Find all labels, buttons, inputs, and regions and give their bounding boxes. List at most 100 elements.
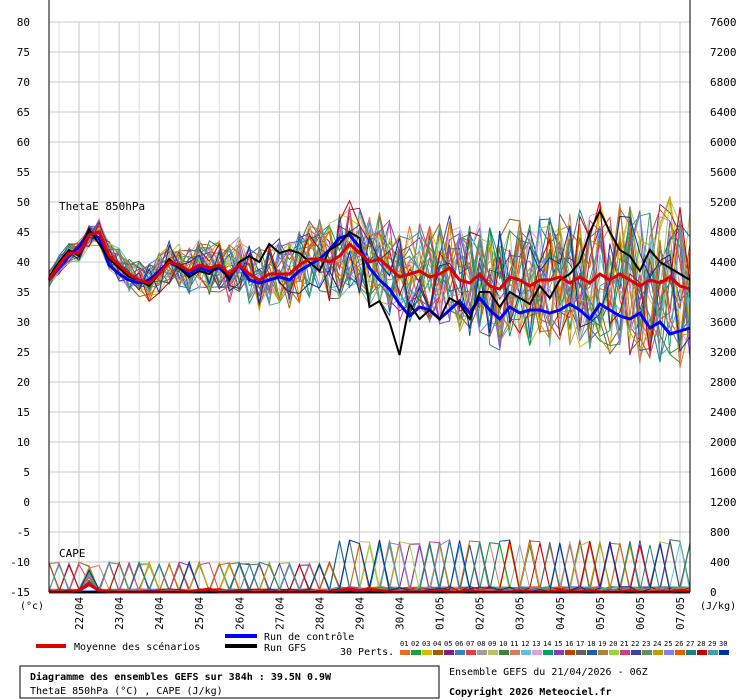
- pert-line-thetae: [48, 208, 691, 338]
- right-tick-label: 4800: [710, 226, 737, 239]
- right-tick-label: 5600: [710, 166, 737, 179]
- pert-legend-swatch: [411, 650, 421, 655]
- pert-legend-label: 01: [400, 640, 408, 648]
- pert-legend-swatch: [477, 650, 487, 655]
- pert-legend-swatch: [609, 650, 619, 655]
- left-tick-label: 20: [17, 376, 30, 389]
- pert-line-thetae: [48, 206, 691, 352]
- legend-control-label: Run de contrôle: [264, 631, 354, 643]
- pert-legend-label: 09: [488, 640, 496, 648]
- left-tick-label: 65: [17, 106, 30, 119]
- pert-legend-label: 13: [532, 640, 540, 648]
- x-tick-label: 07/05: [674, 597, 687, 630]
- pert-legend-label: 23: [642, 640, 650, 648]
- pert-legend-label: 16: [565, 640, 573, 648]
- right-unit-label: (J/kg): [700, 601, 736, 612]
- pert-legend-swatch: [488, 650, 498, 655]
- pert-legend-label: 04: [433, 640, 441, 648]
- left-tick-label: 40: [17, 256, 30, 269]
- x-tick-label: 25/04: [193, 597, 206, 630]
- left-tick-label: 55: [17, 166, 30, 179]
- pert-legend-swatch: [521, 650, 531, 655]
- pert-legend-swatch: [444, 650, 454, 655]
- pert-legend-swatch: [664, 650, 674, 655]
- chart-title: Diagramme des ensembles GEFS sur 384h : …: [30, 671, 332, 683]
- right-tick-label: 0: [710, 586, 717, 599]
- pert-line-thetae: [48, 215, 691, 353]
- x-tick-label: 04/05: [554, 597, 567, 630]
- pert-legend-label: 17: [576, 640, 584, 648]
- pert-legend-label: 10: [499, 640, 507, 648]
- left-tick-label: -5: [17, 526, 30, 539]
- left-tick-label: -15: [10, 586, 30, 599]
- right-tick-label: 5200: [710, 196, 737, 209]
- pert-legend-label: 22: [631, 640, 639, 648]
- right-tick-label: 4000: [710, 286, 737, 299]
- left-tick-label: 45: [17, 226, 30, 239]
- pert-legend-label: 15: [554, 640, 562, 648]
- right-tick-label: 1200: [710, 496, 737, 509]
- left-tick-label: 5: [23, 466, 30, 479]
- right-tick-label: 3600: [710, 316, 737, 329]
- pert-legend-label: 14: [543, 640, 551, 648]
- pert-line-cape: [48, 539, 691, 593]
- pert-legend-swatch: [400, 650, 410, 655]
- right-tick-label: 1600: [710, 466, 737, 479]
- x-tick-label: 26/04: [233, 597, 246, 630]
- legend-perts-label: 30 Perts.: [340, 647, 394, 658]
- x-tick-label: 05/05: [594, 597, 607, 630]
- left-tick-label: 25: [17, 346, 30, 359]
- pert-line-thetae: [48, 213, 691, 345]
- pert-legend-label: 08: [477, 640, 485, 648]
- pert-legend-swatch: [433, 650, 443, 655]
- x-tick-label: 01/05: [434, 597, 447, 630]
- left-tick-label: 35: [17, 286, 30, 299]
- pert-legend-swatch: [598, 650, 608, 655]
- left-tick-label: 10: [17, 436, 30, 449]
- pert-legend-label: 12: [521, 640, 529, 648]
- left-tick-label: 50: [17, 196, 30, 209]
- pert-legend-swatch: [587, 650, 597, 655]
- pert-legend-swatch: [620, 650, 630, 655]
- right-tick-label: 6800: [710, 76, 737, 89]
- perturbation-legend: 01 02 03 04 05 06 07 08 09 10 11 12 13 14 15 16 17 18 19 20…: [400, 640, 729, 655]
- pert-legend-swatch: [697, 650, 707, 655]
- pert-legend-label: 29: [708, 640, 716, 648]
- right-tick-label: 7200: [710, 46, 737, 59]
- pert-legend-swatch: [422, 650, 432, 655]
- pert-legend-swatch: [554, 650, 564, 655]
- pert-legend-swatch: [499, 650, 509, 655]
- pert-legend-label: 25: [664, 640, 672, 648]
- copyright: Copyright 2026 Meteociel.fr: [449, 686, 612, 698]
- x-tick-label: 29/04: [353, 597, 366, 630]
- pert-legend-swatch: [565, 650, 575, 655]
- pert-legend-label: 26: [675, 640, 683, 648]
- left-unit-label: (°c): [20, 601, 44, 612]
- pert-legend-label: 20: [609, 640, 617, 648]
- pert-line-thetae: [48, 199, 691, 351]
- pert-legend-swatch: [642, 650, 652, 655]
- pert-line-cape: [48, 540, 691, 593]
- right-tick-label: 800: [710, 526, 730, 539]
- right-tick-label: 2800: [710, 376, 737, 389]
- pert-legend-swatch: [708, 650, 718, 655]
- legend-control-swatch: [225, 634, 257, 638]
- pert-legend-label: 21: [620, 640, 628, 648]
- pert-legend-label: 05: [444, 640, 452, 648]
- pert-legend-label: 03: [422, 640, 430, 648]
- pert-legend-label: 27: [686, 640, 694, 648]
- pert-legend-label: 06: [455, 640, 463, 648]
- x-tick-label: 02/05: [474, 597, 487, 630]
- pert-legend-swatch: [719, 650, 729, 655]
- pert-legend-label: 28: [697, 640, 705, 648]
- left-tick-label: 0: [23, 496, 30, 509]
- x-tick-label: 27/04: [273, 597, 286, 630]
- right-tick-label: 2400: [710, 406, 737, 419]
- left-tick-label: 70: [17, 76, 30, 89]
- right-tick-label: 7600: [710, 16, 737, 29]
- chart-subtitle: ThetaE 850hPa (°C) , CAPE (J/kg): [30, 686, 223, 697]
- legend-mean-swatch: [36, 644, 66, 648]
- pert-line-thetae: [48, 207, 691, 349]
